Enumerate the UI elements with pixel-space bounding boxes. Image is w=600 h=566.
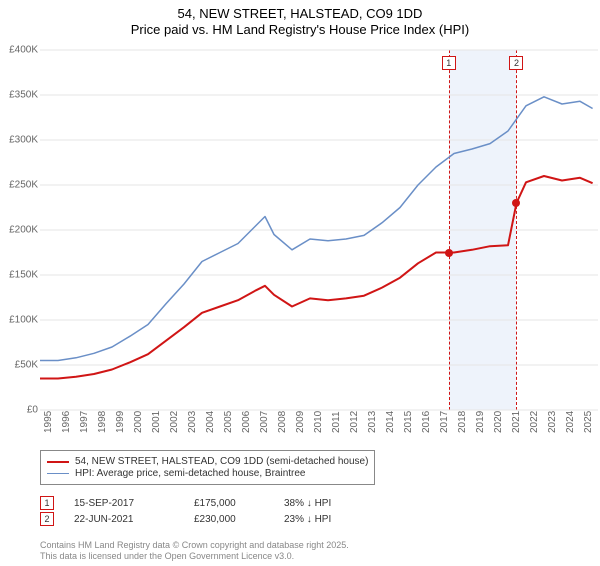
sale-price: £175,000 [194,498,284,509]
sales-row: 2 22-JUN-2021 £230,000 23% ↓ HPI [40,512,404,526]
x-tick-label: 2007 [259,411,270,433]
x-tick-label: 2006 [241,411,252,433]
legend-label: 54, NEW STREET, HALSTEAD, CO9 1DD (semi-… [75,456,368,467]
y-tick-label: £400K [0,45,38,56]
x-tick-label: 2025 [583,411,594,433]
y-tick-label: £250K [0,180,38,191]
sale-delta: 38% ↓ HPI [284,498,404,509]
footer-line-1: Contains HM Land Registry data © Crown c… [40,540,349,551]
sale-point [512,199,520,207]
chart-svg [40,50,598,410]
x-tick-label: 2001 [151,411,162,433]
y-tick-label: £350K [0,90,38,101]
x-tick-label: 2009 [295,411,306,433]
legend: 54, NEW STREET, HALSTEAD, CO9 1DD (semi-… [40,450,375,485]
x-tick-label: 2017 [439,411,450,433]
x-tick-label: 2015 [403,411,414,433]
x-tick-label: 1995 [43,411,54,433]
x-tick-label: 1999 [115,411,126,433]
x-tick-label: 2023 [547,411,558,433]
sale-price: £230,000 [194,514,284,525]
y-tick-label: £0 [0,405,38,416]
series-hpi [40,97,593,361]
x-tick-label: 2019 [475,411,486,433]
y-tick-label: £200K [0,225,38,236]
legend-swatch [47,461,69,463]
sale-date: 15-SEP-2017 [74,498,194,509]
legend-label: HPI: Average price, semi-detached house,… [75,468,306,479]
sales-row: 1 15-SEP-2017 £175,000 38% ↓ HPI [40,496,404,510]
x-tick-label: 2013 [367,411,378,433]
x-tick-label: 2024 [565,411,576,433]
sale-marker-num: 2 [40,512,54,526]
x-tick-label: 2004 [205,411,216,433]
legend-item: 54, NEW STREET, HALSTEAD, CO9 1DD (semi-… [47,456,368,467]
footer: Contains HM Land Registry data © Crown c… [40,540,349,562]
x-tick-label: 1996 [61,411,72,433]
sale-date: 22-JUN-2021 [74,514,194,525]
x-tick-label: 2005 [223,411,234,433]
x-tick-label: 2003 [187,411,198,433]
x-tick-label: 2022 [529,411,540,433]
x-tick-label: 2020 [493,411,504,433]
sales-table: 1 15-SEP-2017 £175,000 38% ↓ HPI 2 22-JU… [40,494,404,528]
x-tick-label: 2010 [313,411,324,433]
x-tick-label: 2016 [421,411,432,433]
series-price_paid [40,176,593,379]
x-tick-label: 1997 [79,411,90,433]
x-tick-label: 2000 [133,411,144,433]
x-tick-label: 2014 [385,411,396,433]
x-tick-label: 1998 [97,411,108,433]
sale-delta: 23% ↓ HPI [284,514,404,525]
footer-line-2: This data is licensed under the Open Gov… [40,551,349,562]
y-tick-label: £50K [0,360,38,371]
sale-marker-box: 2 [509,56,523,70]
title-line-2: Price paid vs. HM Land Registry's House … [0,22,600,37]
chart-container: 54, NEW STREET, HALSTEAD, CO9 1DD Price … [0,6,600,566]
x-tick-label: 2008 [277,411,288,433]
legend-swatch [47,473,69,474]
sale-point [445,249,453,257]
chart-area: £0£50K£100K£150K£200K£250K£300K£350K£400… [40,50,598,410]
title-line-1: 54, NEW STREET, HALSTEAD, CO9 1DD [0,6,600,21]
x-tick-label: 2012 [349,411,360,433]
x-tick-label: 2011 [331,411,342,433]
y-tick-label: £150K [0,270,38,281]
y-tick-label: £300K [0,135,38,146]
x-tick-label: 2002 [169,411,180,433]
legend-item: HPI: Average price, semi-detached house,… [47,468,368,479]
sale-marker-num: 1 [40,496,54,510]
x-tick-label: 2021 [511,411,522,433]
y-tick-label: £100K [0,315,38,326]
x-tick-label: 2018 [457,411,468,433]
sale-marker-box: 1 [442,56,456,70]
